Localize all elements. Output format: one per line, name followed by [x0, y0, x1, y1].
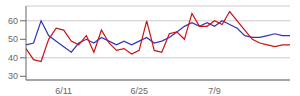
svg-text:30: 30 [8, 71, 18, 81]
svg-text:6/11: 6/11 [55, 86, 72, 96]
svg-text:6/25: 6/25 [130, 86, 148, 96]
svg-text:7/9: 7/9 [208, 86, 221, 96]
svg-text:40: 40 [8, 53, 18, 63]
svg-text:50: 50 [8, 34, 18, 44]
svg-text:60: 60 [8, 16, 18, 26]
